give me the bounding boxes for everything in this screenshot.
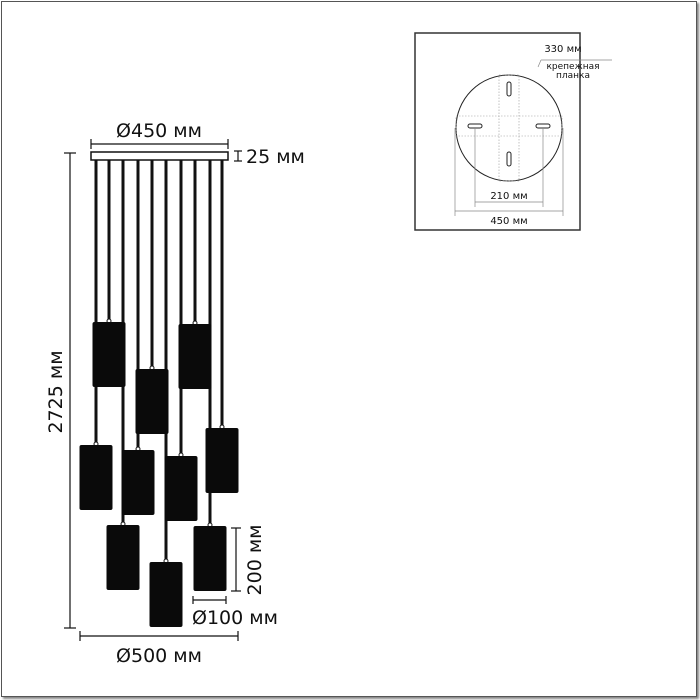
bracket-label-line2: планка: [556, 71, 590, 81]
canopy: [90, 151, 229, 161]
total-height-label: 2725 мм: [45, 350, 67, 433]
bracket-label-line1: крепежная: [546, 62, 599, 72]
pendant-shade: [205, 428, 239, 493]
shades: [79, 322, 239, 627]
shade-height-dimension: [231, 527, 241, 592]
overall-diameter-label: Ø500 мм: [116, 645, 202, 667]
plate-diameter-label: 450 мм: [490, 216, 527, 227]
shade-diameter-label: Ø100 мм: [192, 607, 278, 629]
pendant-shade: [193, 526, 227, 591]
shade-diameter-dimension: [192, 596, 227, 604]
mount-detail-inset: 330 мм крепежная планка 210 мм 450 мм: [414, 32, 612, 231]
bracket-size-label: 330 мм: [544, 44, 581, 55]
pendant-shade: [149, 562, 183, 627]
canopy-diameter-dimension: [90, 139, 229, 149]
pendant-shade: [106, 525, 140, 590]
total-height-dimension: [64, 152, 76, 629]
pendant-shade: [121, 450, 155, 515]
canopy-height-dimension: [234, 150, 242, 162]
pendant-shade: [135, 369, 169, 434]
pendant-shade: [79, 445, 113, 510]
overall-diameter-dimension: [79, 631, 239, 641]
pendant-shade: [164, 456, 198, 521]
canopy-diameter-label: Ø450 мм: [116, 120, 202, 142]
hole-spacing-label: 210 мм: [490, 191, 527, 202]
canopy-height-label: 25 мм: [246, 146, 305, 168]
pendant-shade: [92, 322, 126, 387]
pendant-shade: [178, 324, 212, 389]
shade-height-label: 200 мм: [244, 525, 266, 596]
